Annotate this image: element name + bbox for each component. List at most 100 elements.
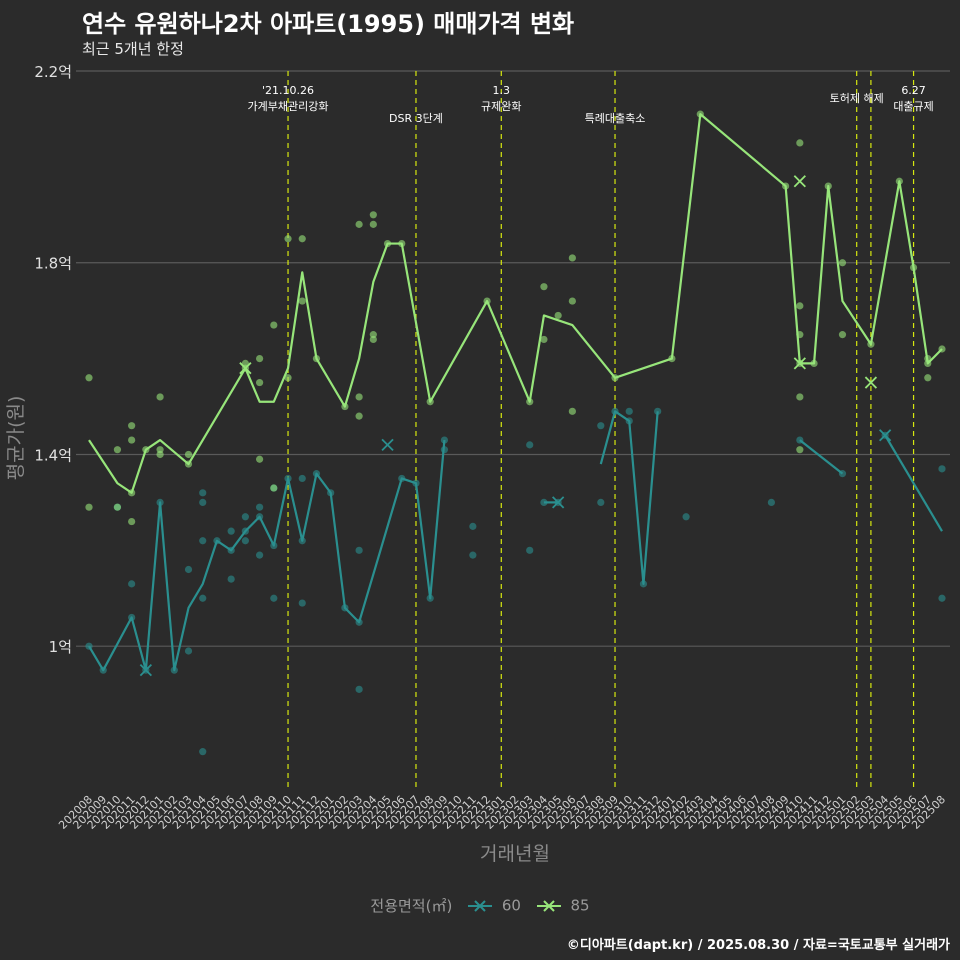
series-85-point (796, 393, 804, 401)
cross-stroke (381, 438, 394, 452)
series-85-point (369, 220, 377, 228)
series-60-cross-marker (878, 429, 892, 442)
y-axis-title: 평균가(원) (5, 396, 27, 481)
series-85-point (298, 235, 306, 243)
event-annotation: 1.3 (493, 84, 511, 97)
cross-stroke (139, 664, 153, 677)
series-85-point (184, 450, 193, 459)
series-85-point (540, 335, 548, 344)
event-annotation: 6.27 (901, 84, 926, 97)
series-60-cross-marker (139, 664, 153, 677)
series-85-point (796, 446, 804, 454)
series-85-point (924, 374, 932, 382)
series-85-point (256, 455, 264, 463)
series-60-point (625, 407, 633, 415)
cross-stroke (239, 362, 252, 375)
cross-stroke (552, 496, 565, 509)
series-85-point (270, 484, 278, 492)
series-60-point (469, 551, 477, 559)
series-85-point (298, 297, 306, 305)
series-60-point (682, 513, 690, 521)
series-85-point (838, 331, 847, 339)
series-60-line (599, 410, 659, 585)
y-tick-label: 1억 (49, 638, 72, 656)
series-60-point (298, 474, 306, 483)
series-85-point (796, 302, 804, 310)
series-85-cross-marker (239, 362, 252, 375)
series-60-point (526, 441, 534, 449)
series-60-point (938, 465, 946, 473)
event-annotation: DSR 3단계 (389, 112, 443, 125)
series-85-point (270, 321, 278, 329)
series-85-point (369, 211, 377, 219)
chart-subtitle: 최근 5개년 한정 (82, 40, 184, 58)
legend-title: 전용면적(㎡) (370, 897, 453, 915)
series-60-line (799, 439, 844, 475)
series-60-point (938, 594, 946, 602)
series-60-point (526, 546, 534, 554)
legend-label-60: 60 (501, 896, 521, 915)
series-85-point (128, 422, 136, 430)
series-60-point (227, 527, 235, 535)
event-annotation: 특례대출축소 (585, 112, 646, 125)
source-caption: ©디아파트(dapt.kr) / 2025.08.30 / 자료=국토교통부 실… (566, 938, 950, 953)
series-60-point (184, 565, 193, 574)
cross-stroke (793, 175, 806, 188)
chart-title: 연수 유원하나2차 아파트(1995) 매매가격 변화 (82, 10, 575, 38)
event-annotation: '21.10.26 (262, 84, 314, 97)
series-85-point (156, 446, 164, 454)
series-60-point (199, 748, 207, 756)
event-annotation: 가계부채관리강화 (248, 100, 329, 113)
series-85-point (355, 412, 363, 420)
event-annotation: 대출규제 (893, 100, 933, 113)
series-60-cross-marker (381, 438, 394, 452)
series-60-point (199, 594, 207, 602)
event-annotation: 토허제 해제 (830, 91, 884, 105)
series-60-cross-marker (552, 496, 565, 509)
legend-key-60-icon (468, 899, 493, 912)
series-85-cross-marker (864, 376, 878, 389)
series-layer (85, 110, 946, 756)
series-60-point (597, 498, 605, 506)
series-85-cross-marker (793, 175, 806, 188)
series-60-point (469, 522, 477, 530)
series-60-point (270, 594, 278, 602)
series-85-point (128, 517, 136, 526)
series-60-point (597, 422, 605, 430)
series-85-cross-marker (793, 357, 806, 370)
y-tick-label: 1.4억 (34, 446, 72, 464)
series-60-point (654, 407, 662, 415)
series-60-point (241, 513, 249, 521)
series-60-point (199, 498, 207, 506)
series-60-point (256, 551, 264, 559)
series-60-point (199, 489, 207, 497)
series-85-point (568, 407, 576, 415)
series-60-point (199, 537, 207, 545)
cross-stroke (878, 429, 892, 442)
legend-label-85: 85 (570, 896, 590, 915)
series-85-point (568, 297, 576, 305)
series-85-point (156, 393, 164, 401)
x-axis-title: 거래년월 (480, 843, 550, 865)
series-85-point (256, 378, 264, 387)
axis-labels-layer: 거래년월 평균가(원) 1억1.4억1.8억2.2억20200820200920… (5, 63, 948, 865)
series-60-point (355, 685, 363, 693)
series-60-point (128, 580, 136, 588)
series-85-point (85, 503, 93, 511)
series-85-point (113, 446, 122, 454)
series-85-point (554, 311, 562, 320)
series-60-point (298, 599, 306, 607)
series-60-point (227, 575, 235, 583)
series-85-point (85, 374, 93, 382)
cross-stroke (864, 376, 878, 389)
series-85-point (128, 436, 136, 444)
series-85-line (88, 113, 943, 494)
event-annotation: 규제완화 (481, 100, 521, 113)
series-60-point (241, 537, 249, 545)
series-85-point (284, 235, 292, 243)
legend-key-85-icon (536, 899, 561, 912)
series-60-point (767, 498, 776, 506)
series-60-point (184, 647, 193, 655)
series-60-point (256, 503, 264, 511)
